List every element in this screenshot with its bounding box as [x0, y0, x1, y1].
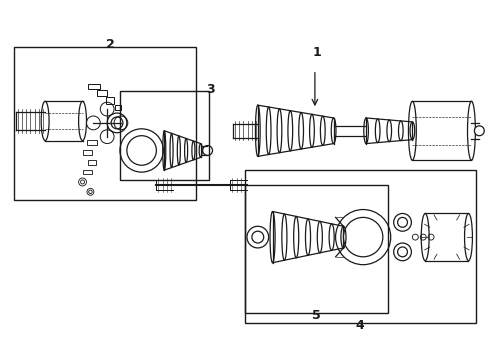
- Bar: [89, 160, 97, 165]
- Bar: [245, 185, 388, 313]
- Bar: [88, 140, 98, 145]
- Text: 2: 2: [106, 38, 115, 51]
- Text: 4: 4: [356, 319, 365, 332]
- Bar: [14, 47, 196, 200]
- Bar: [89, 84, 100, 89]
- Circle shape: [474, 126, 484, 136]
- Text: 3: 3: [206, 83, 215, 96]
- Bar: [83, 170, 92, 174]
- Bar: [245, 170, 476, 323]
- Text: 1: 1: [313, 45, 321, 59]
- Text: 5: 5: [312, 309, 320, 322]
- Bar: [115, 105, 121, 109]
- Bar: [106, 97, 114, 104]
- Bar: [83, 150, 92, 155]
- Bar: [98, 90, 107, 96]
- Bar: [120, 91, 209, 180]
